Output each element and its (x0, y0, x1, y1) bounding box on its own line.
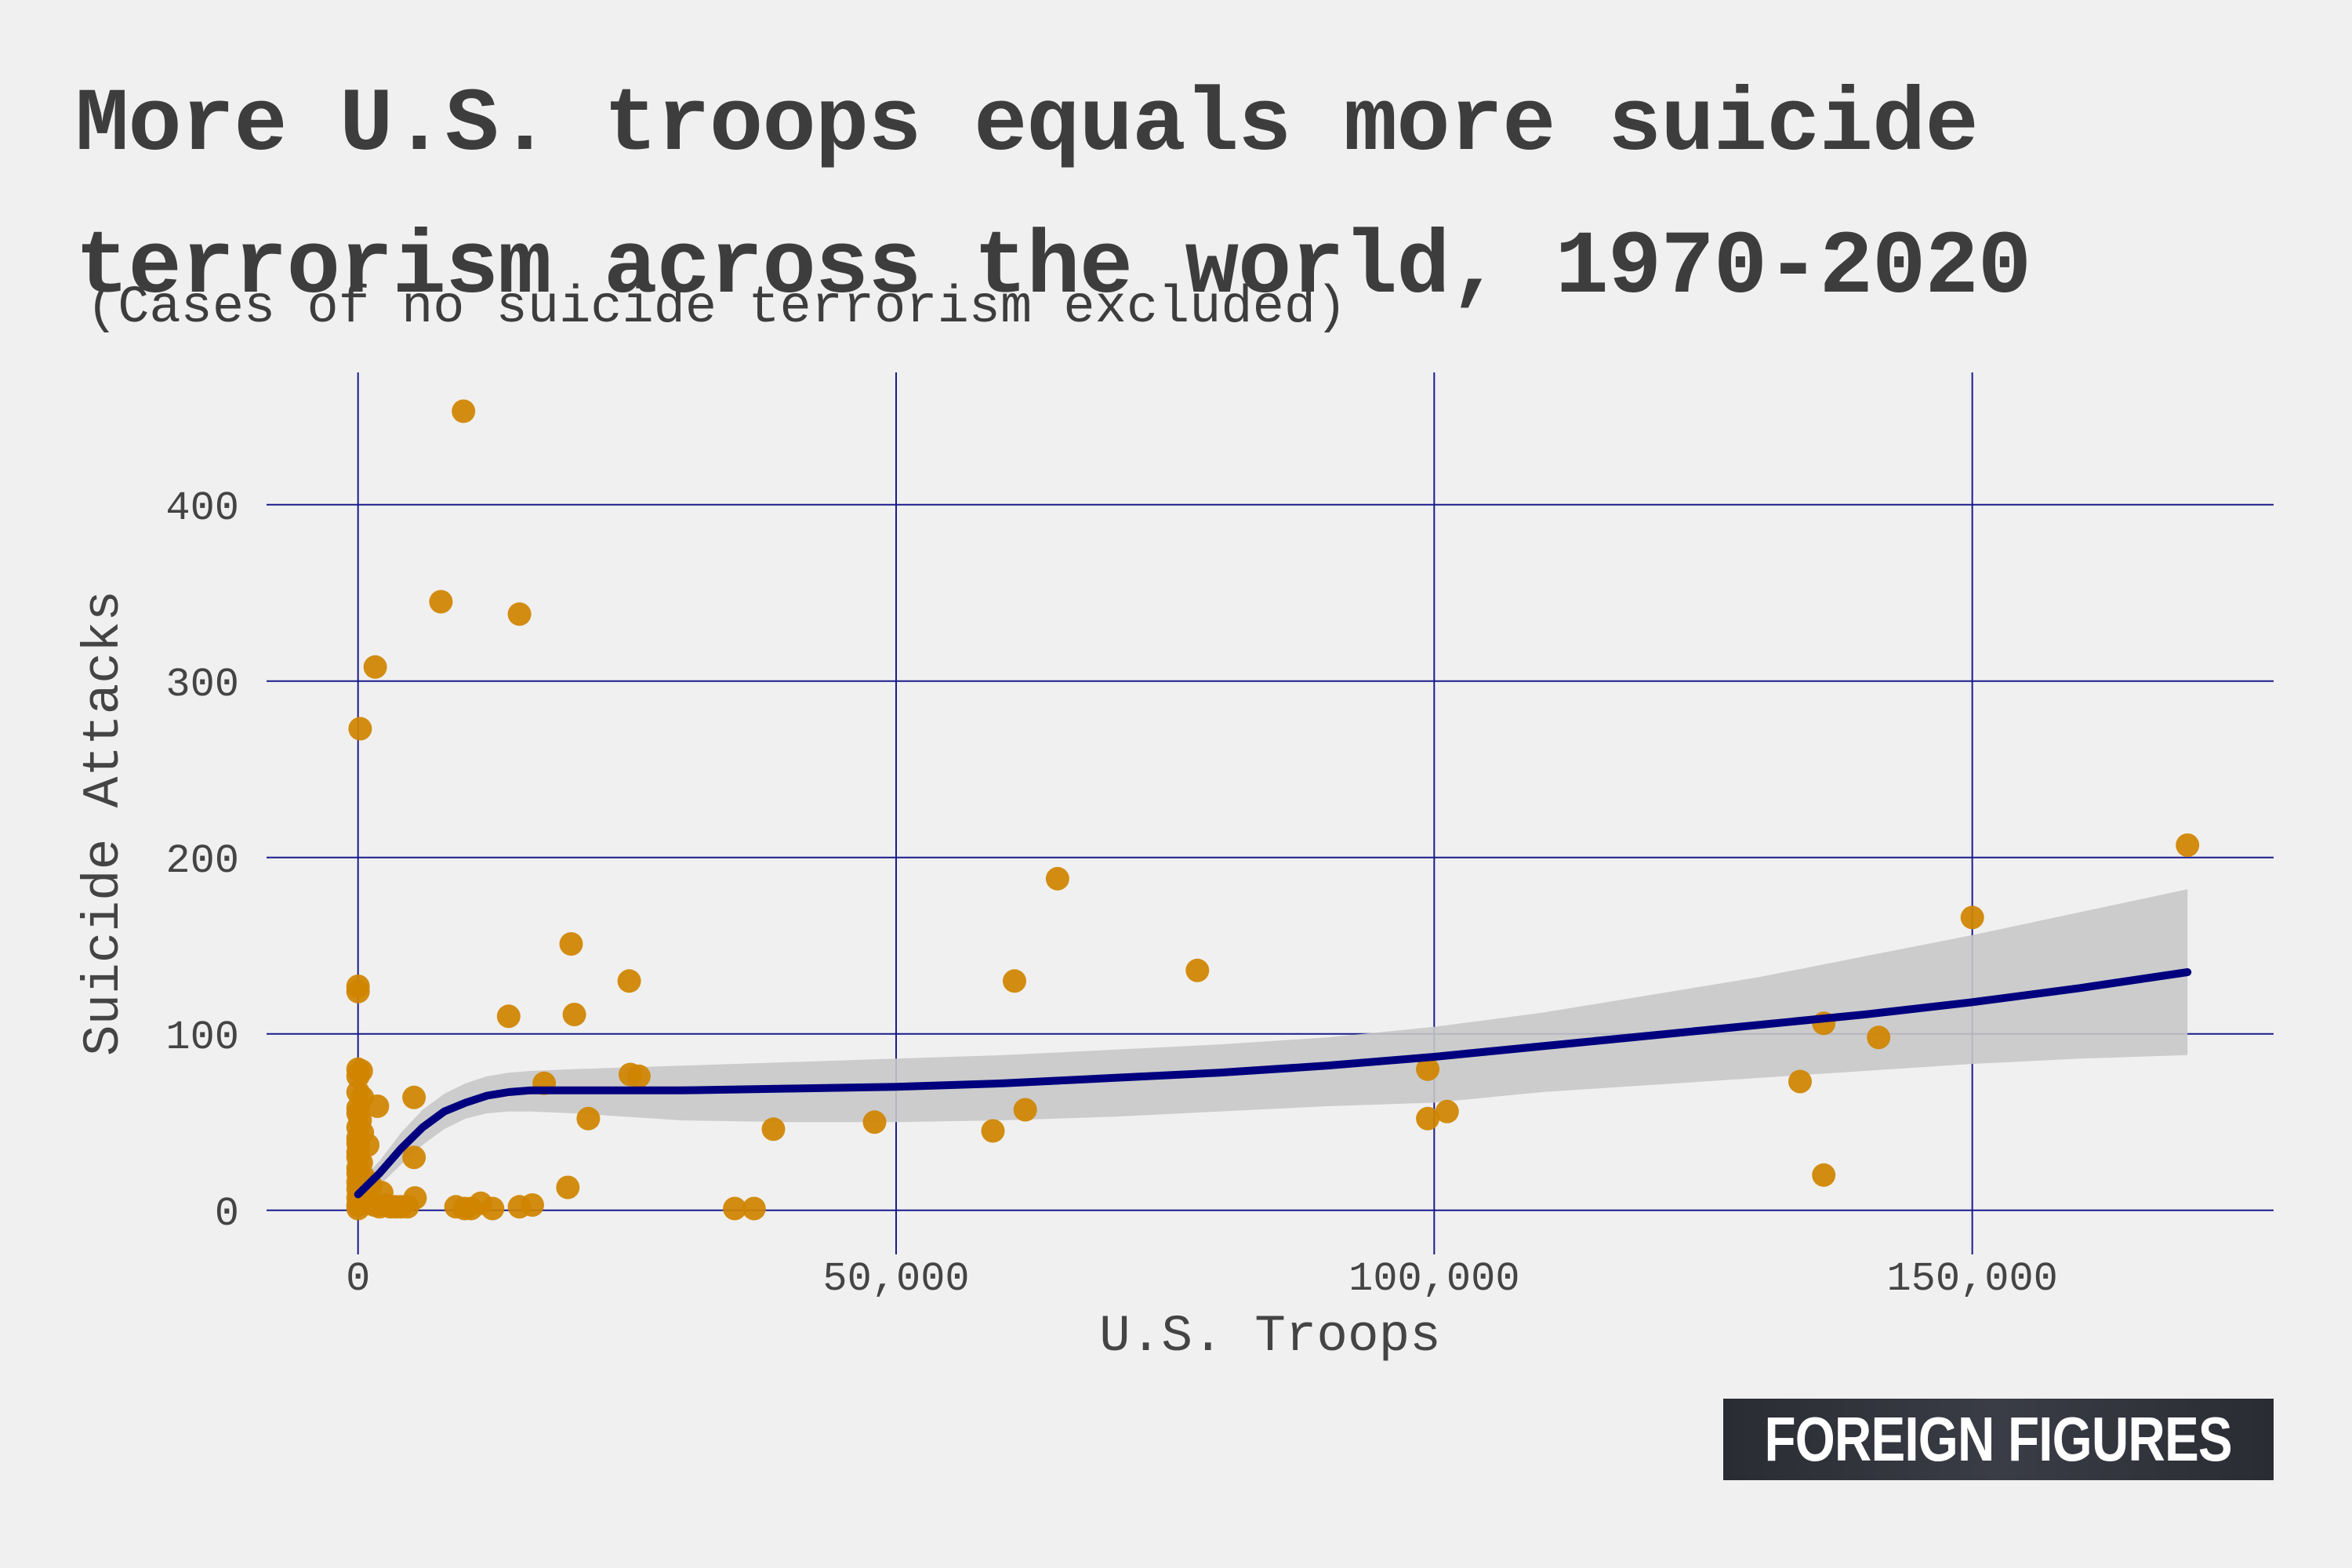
data-point (1435, 1099, 1459, 1123)
chart-title: More U.S. troops equals more suicide ter… (75, 75, 2031, 319)
data-point (496, 1004, 521, 1029)
y-axis-ticks: 0 100 200 300 400 (165, 485, 239, 1237)
data-point (363, 655, 387, 679)
data-point (365, 1094, 390, 1118)
data-point (429, 590, 453, 614)
y-tick-label: 400 (165, 485, 239, 532)
data-point (507, 602, 532, 626)
data-point (556, 1175, 580, 1200)
data-point (346, 979, 370, 1004)
data-point (2176, 833, 2200, 857)
confidence-band (358, 889, 2188, 1205)
x-tick-label: 100,000 (1348, 1256, 1519, 1302)
data-point (1416, 1057, 1440, 1081)
y-axis-title: Suicide Attacks (74, 590, 133, 1056)
x-axis-ticks: 0 50,000 100,000 150,000 (346, 1256, 2058, 1302)
data-point (1416, 1106, 1440, 1131)
x-tick-label: 50,000 (822, 1256, 969, 1302)
y-tick-label: 0 (215, 1191, 239, 1237)
data-point (576, 1106, 601, 1131)
y-tick-label: 100 (165, 1014, 239, 1061)
x-tick-label: 150,000 (1886, 1256, 2057, 1302)
data-point (348, 717, 372, 741)
y-tick-label: 200 (165, 838, 239, 884)
data-point (1960, 906, 1984, 930)
data-points (346, 399, 2200, 1221)
data-point (1867, 1025, 1891, 1050)
trend-line (354, 968, 2192, 1199)
data-point (1185, 958, 1210, 982)
data-point (559, 932, 583, 956)
chart-subtitle: (Cases of no suicide terrorism excluded) (86, 278, 1348, 338)
data-point (1045, 866, 1069, 891)
data-point (723, 1196, 747, 1221)
data-point (452, 399, 476, 423)
data-point (481, 1196, 505, 1221)
x-axis-title: U.S. Troops (1099, 1307, 1441, 1366)
data-point (626, 1064, 651, 1088)
data-point (1003, 969, 1026, 993)
data-point (1788, 1069, 1812, 1094)
data-point (1812, 1163, 1836, 1187)
data-point (346, 1196, 370, 1221)
confidence-band-group (358, 889, 2188, 1205)
data-point (761, 1117, 786, 1142)
data-point (742, 1196, 766, 1221)
data-point (402, 1085, 426, 1109)
data-point (981, 1119, 1005, 1143)
data-point (403, 1186, 427, 1210)
x-tick-label: 0 (346, 1256, 370, 1302)
brand-logo: FOREIGN FIGURES (1723, 1399, 2274, 1480)
brand-logo-text: FOREIGN FIGURES (1764, 1404, 2233, 1474)
data-point (862, 1110, 887, 1134)
data-point (617, 969, 641, 993)
y-tick-label: 300 (165, 662, 239, 708)
data-point (402, 1145, 426, 1170)
trend-line-group (354, 968, 2192, 1199)
data-point (1013, 1098, 1037, 1122)
grid-lines (267, 372, 2274, 1254)
data-point (562, 1003, 586, 1026)
data-point (521, 1193, 544, 1217)
